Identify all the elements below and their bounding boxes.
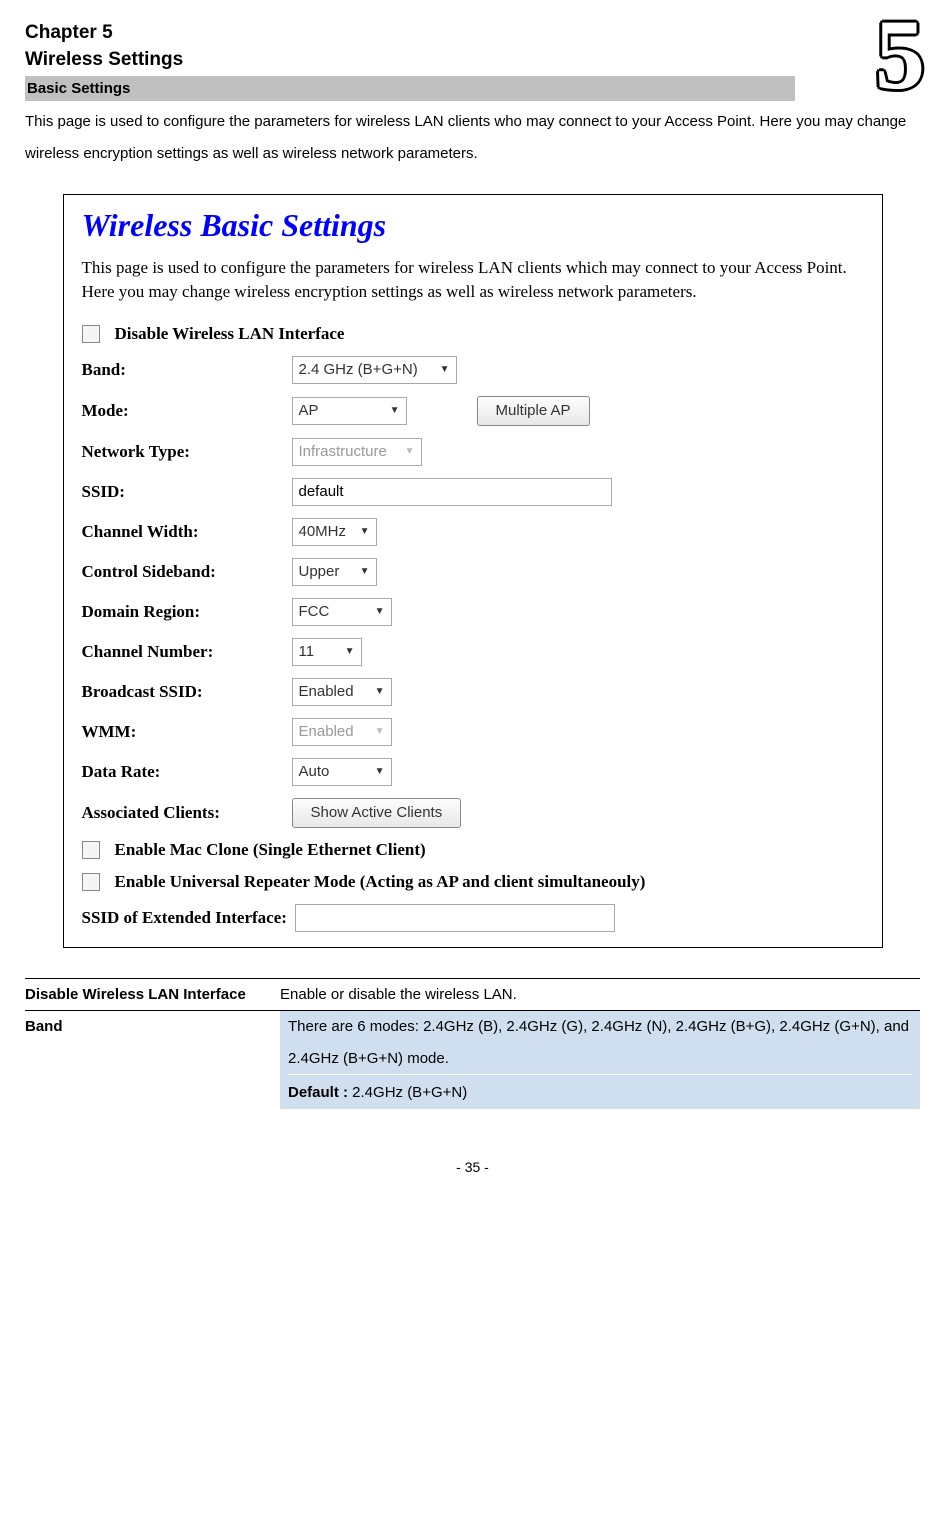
repeater-row: Enable Universal Repeater Mode (Acting a…: [82, 872, 864, 892]
dropdown-icon: ▼: [390, 405, 400, 416]
data-rate-select[interactable]: Auto ▼: [292, 758, 392, 786]
settings-screenshot: Wireless Basic Settings This page is use…: [63, 194, 883, 948]
dropdown-icon: ▼: [375, 606, 385, 617]
band-select[interactable]: 2.4 GHz (B+G+N) ▼: [292, 356, 457, 384]
dropdown-icon: ▼: [375, 766, 385, 777]
broadcast-ssid-row: Broadcast SSID: Enabled ▼: [82, 678, 864, 706]
dropdown-icon: ▼: [375, 686, 385, 697]
network-type-select: Infrastructure ▼: [292, 438, 422, 466]
ssid-row: SSID:: [82, 478, 864, 506]
ssid-input[interactable]: [292, 478, 612, 506]
associated-clients-row: Associated Clients: Show Active Clients: [82, 798, 864, 828]
dropdown-icon: ▼: [405, 446, 415, 457]
data-rate-label: Data Rate:: [82, 762, 292, 782]
param-desc: There are 6 modes: 2.4GHz (B), 2.4GHz (G…: [288, 1011, 912, 1074]
repeater-label: Enable Universal Repeater Mode (Acting a…: [115, 872, 646, 892]
parameter-table: Disable Wireless LAN Interface Enable or…: [25, 978, 920, 1109]
network-type-value: Infrastructure: [299, 443, 387, 460]
param-desc-cell: There are 6 modes: 2.4GHz (B), 2.4GHz (G…: [280, 1011, 920, 1109]
multiple-ap-button[interactable]: Multiple AP: [477, 396, 590, 426]
default-value: 2.4GHz (B+G+N): [352, 1084, 467, 1101]
page-number: - 35 -: [25, 1159, 920, 1175]
network-type-label: Network Type:: [82, 442, 292, 462]
broadcast-ssid-select[interactable]: Enabled ▼: [292, 678, 392, 706]
mode-value: AP: [299, 402, 319, 419]
data-rate-value: Auto: [299, 763, 330, 780]
broadcast-ssid-label: Broadcast SSID:: [82, 682, 292, 702]
show-active-clients-button[interactable]: Show Active Clients: [292, 798, 462, 828]
dropdown-icon: ▼: [345, 646, 355, 657]
section-header: Basic Settings: [25, 76, 795, 101]
mac-clone-checkbox[interactable]: [82, 841, 100, 859]
dropdown-icon: ▼: [440, 364, 450, 375]
channel-width-select[interactable]: 40MHz ▼: [292, 518, 377, 546]
channel-number-label: Channel Number:: [82, 642, 292, 662]
param-label: Band: [25, 1011, 280, 1109]
channel-number-value: 11: [299, 643, 315, 660]
disable-wlan-label: Disable Wireless LAN Interface: [115, 324, 345, 344]
dropdown-icon: ▼: [360, 566, 370, 577]
mac-clone-row: Enable Mac Clone (Single Ethernet Client…: [82, 840, 864, 860]
wmm-label: WMM:: [82, 722, 292, 742]
disable-wlan-row: Disable Wireless LAN Interface: [82, 324, 864, 344]
param-desc: Enable or disable the wireless LAN.: [280, 978, 920, 1011]
default-label: Default :: [288, 1084, 352, 1101]
param-default: Default : 2.4GHz (B+G+N): [288, 1074, 912, 1109]
ext-ssid-input[interactable]: [295, 904, 615, 932]
wmm-value: Enabled: [299, 723, 354, 740]
band-row: Band: 2.4 GHz (B+G+N) ▼: [82, 356, 864, 384]
band-value: 2.4 GHz (B+G+N): [299, 361, 418, 378]
table-row: Disable Wireless LAN Interface Enable or…: [25, 978, 920, 1011]
dropdown-icon: ▼: [375, 726, 385, 737]
control-sideband-value: Upper: [299, 563, 340, 580]
channel-width-label: Channel Width:: [82, 522, 292, 542]
chapter-subtitle: Wireless Settings: [25, 47, 920, 74]
control-sideband-select[interactable]: Upper ▼: [292, 558, 377, 586]
chapter-title: Chapter 5: [25, 20, 920, 47]
control-sideband-label: Control Sideband:: [82, 562, 292, 582]
chapter-number-decoration: 5: [875, 5, 925, 105]
domain-region-select[interactable]: FCC ▼: [292, 598, 392, 626]
dropdown-icon: ▼: [360, 526, 370, 537]
wmm-row: WMM: Enabled ▼: [82, 718, 864, 746]
channel-number-row: Channel Number: 11 ▼: [82, 638, 864, 666]
table-row: Band There are 6 modes: 2.4GHz (B), 2.4G…: [25, 1011, 920, 1109]
screenshot-description: This page is used to configure the param…: [82, 256, 864, 304]
screenshot-title: Wireless Basic Settings: [82, 207, 864, 244]
mac-clone-label: Enable Mac Clone (Single Ethernet Client…: [115, 840, 426, 860]
network-type-row: Network Type: Infrastructure ▼: [82, 438, 864, 466]
associated-clients-label: Associated Clients:: [82, 803, 292, 823]
channel-number-select[interactable]: 11 ▼: [292, 638, 362, 666]
domain-region-row: Domain Region: FCC ▼: [82, 598, 864, 626]
ssid-label: SSID:: [82, 482, 292, 502]
wmm-select: Enabled ▼: [292, 718, 392, 746]
data-rate-row: Data Rate: Auto ▼: [82, 758, 864, 786]
param-label: Disable Wireless LAN Interface: [25, 978, 280, 1011]
repeater-checkbox[interactable]: [82, 873, 100, 891]
mode-select[interactable]: AP ▼: [292, 397, 407, 425]
domain-region-value: FCC: [299, 603, 330, 620]
channel-width-value: 40MHz: [299, 523, 347, 540]
band-label: Band:: [82, 360, 292, 380]
mode-label: Mode:: [82, 401, 292, 421]
mode-row: Mode: AP ▼ Multiple AP: [82, 396, 864, 426]
broadcast-ssid-value: Enabled: [299, 683, 354, 700]
chapter-header: Chapter 5 Wireless Settings Basic Settin…: [25, 20, 920, 101]
channel-width-row: Channel Width: 40MHz ▼: [82, 518, 864, 546]
intro-paragraph: This page is used to configure the param…: [25, 106, 920, 169]
domain-region-label: Domain Region:: [82, 602, 292, 622]
ext-ssid-label: SSID of Extended Interface:: [82, 908, 287, 928]
control-sideband-row: Control Sideband: Upper ▼: [82, 558, 864, 586]
ext-ssid-row: SSID of Extended Interface:: [82, 904, 864, 932]
disable-wlan-checkbox[interactable]: [82, 325, 100, 343]
